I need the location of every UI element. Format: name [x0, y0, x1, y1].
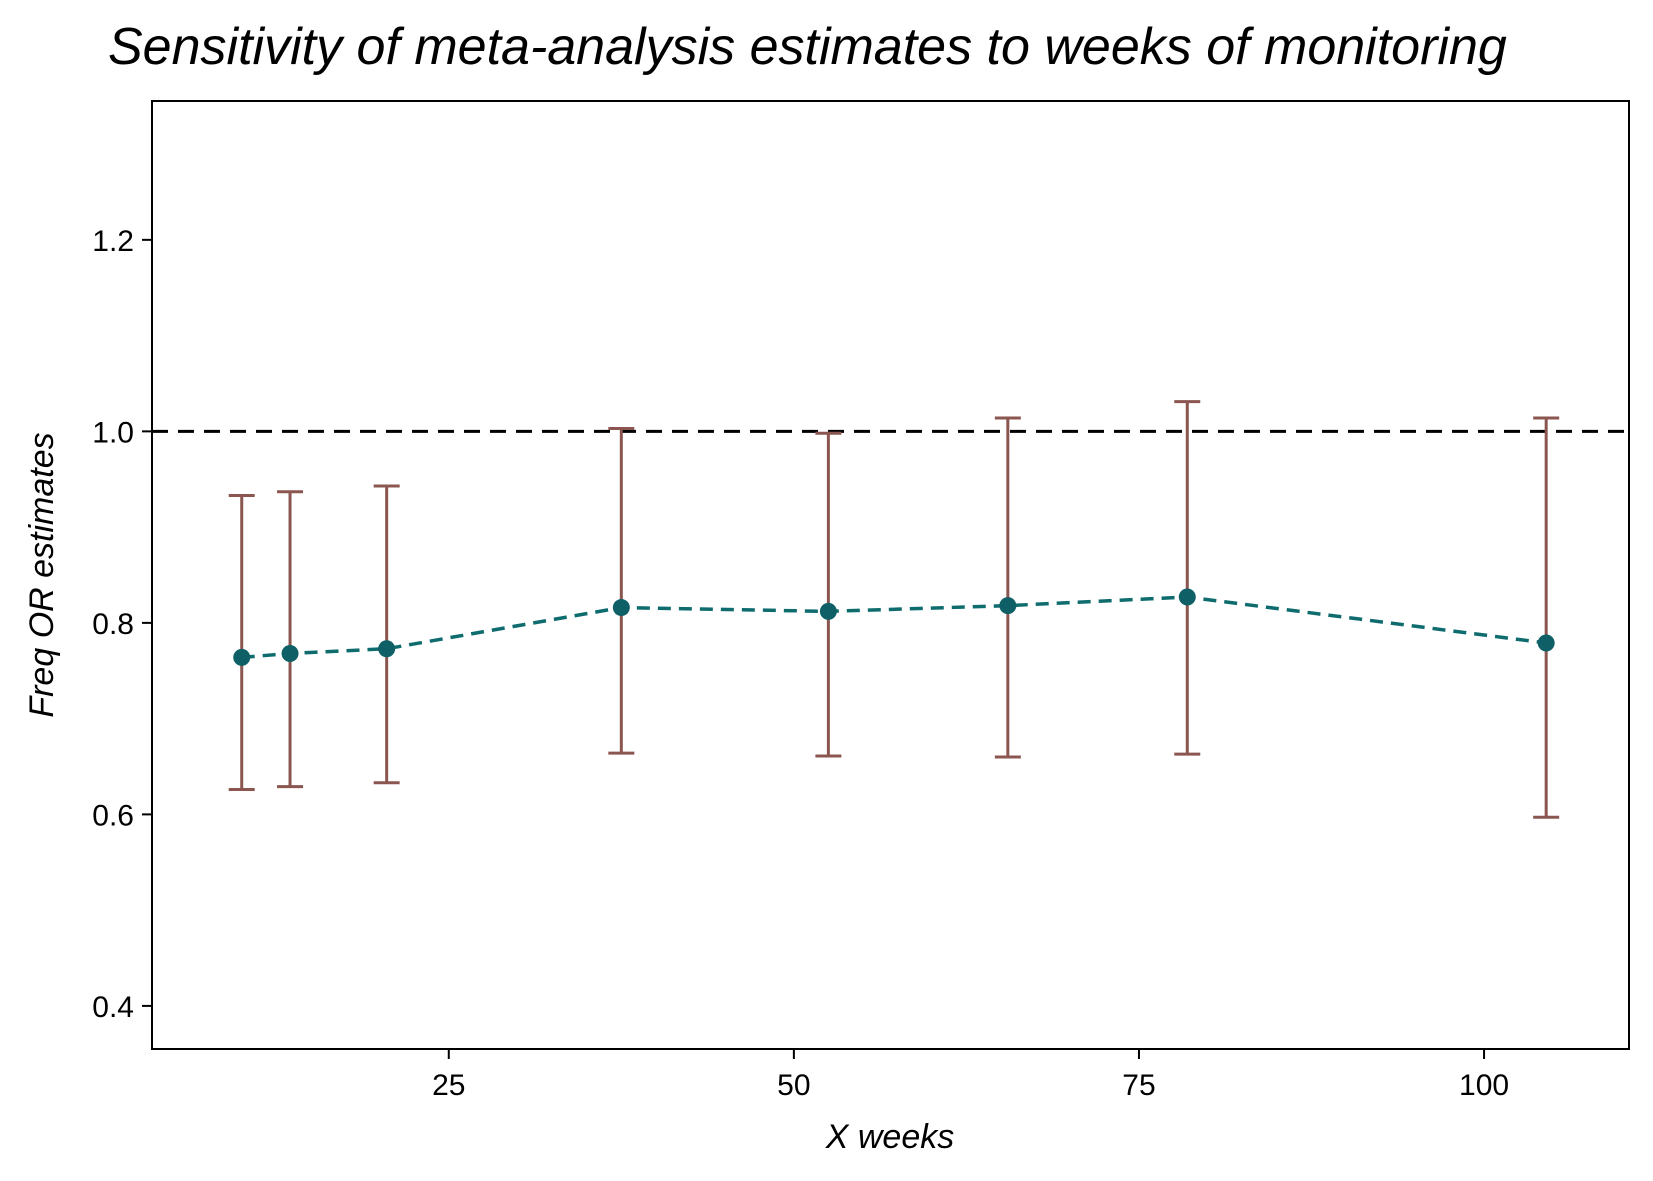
plot-panel: [151, 100, 1630, 1050]
x-tick-label: 100: [1459, 1069, 1509, 1102]
data-point: [1537, 634, 1555, 652]
x-tick-label: 50: [777, 1069, 810, 1102]
data-point: [378, 640, 396, 658]
y-tick-label: 0.4: [92, 991, 134, 1024]
y-tick-label: 1.2: [92, 225, 134, 258]
x-tick-label: 25: [432, 1069, 465, 1102]
data-point: [999, 597, 1017, 615]
data-point: [819, 602, 837, 620]
x-tick-label: 75: [1122, 1069, 1155, 1102]
y-tick-label: 0.8: [92, 608, 134, 641]
y-tick-label: 0.6: [92, 799, 134, 832]
data-point: [1178, 588, 1196, 606]
x-axis-label: X weeks: [825, 1118, 955, 1156]
data-point: [612, 599, 630, 617]
data-point: [281, 645, 299, 663]
y-tick-label: 1.0: [92, 416, 134, 449]
plot-layer: 0.4 0.6 0.8 1.0 1.2 25 50 75 100: [92, 225, 1629, 1102]
chart-title: Sensitivity of meta-analysis estimates t…: [108, 18, 1507, 76]
data-point: [233, 648, 251, 666]
y-axis-label: Freq OR estimates: [23, 432, 61, 717]
series-line: [241, 595, 1547, 660]
